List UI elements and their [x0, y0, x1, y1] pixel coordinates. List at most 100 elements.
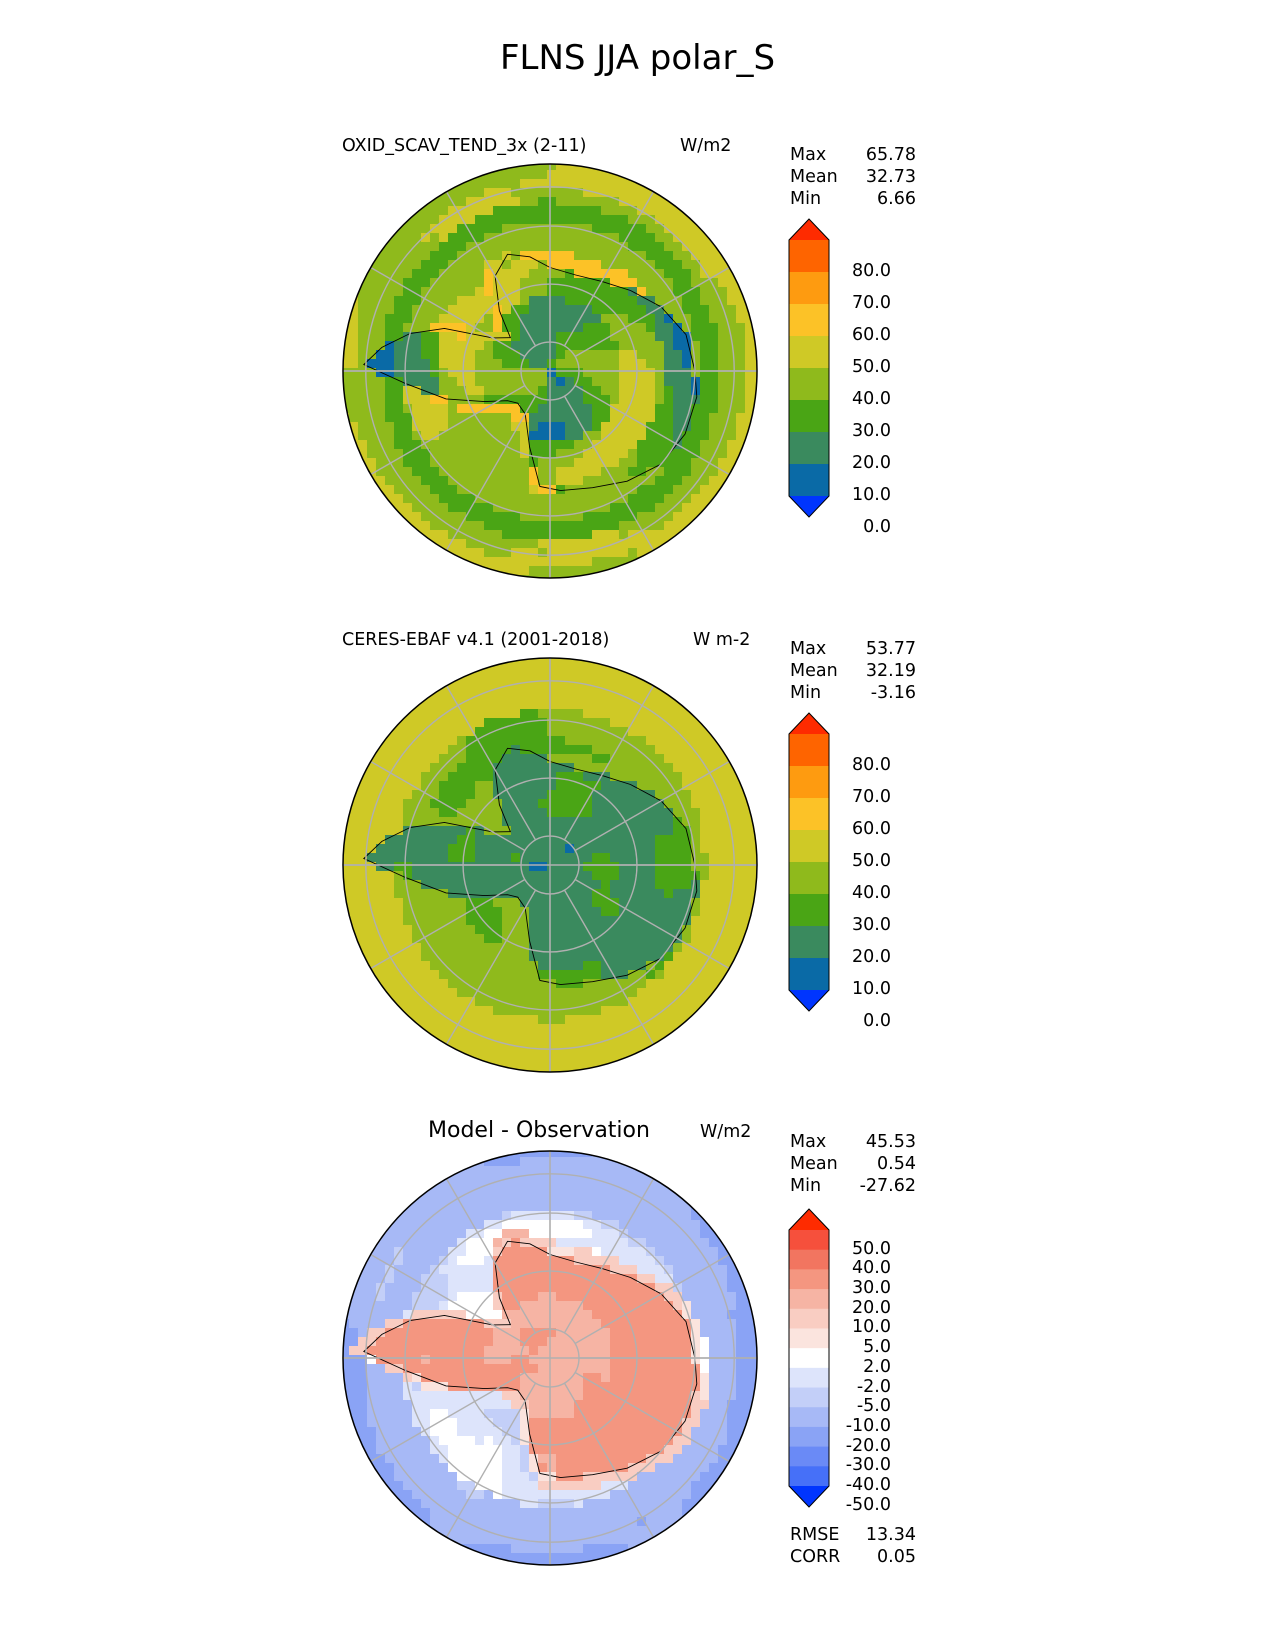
map-cell	[610, 1024, 620, 1034]
map-cell	[565, 844, 575, 854]
map-cell	[538, 1355, 548, 1365]
map-cell	[574, 691, 584, 701]
map-cell	[484, 1238, 494, 1248]
map-cell	[448, 727, 458, 737]
map-cell	[601, 1175, 611, 1185]
map-cell	[376, 1238, 386, 1248]
map-cell	[520, 539, 530, 549]
map-cell	[367, 1301, 377, 1311]
map-cell	[493, 1220, 503, 1230]
map-cell	[619, 934, 629, 944]
map-cell	[385, 1006, 395, 1016]
map-cell	[682, 880, 692, 890]
map-cell	[727, 278, 737, 288]
map-cell	[646, 1175, 656, 1185]
map-cell	[475, 772, 485, 782]
map-cell	[682, 1211, 692, 1221]
map-cell	[610, 781, 620, 791]
map-cell	[343, 853, 350, 863]
map-cell	[430, 898, 440, 908]
map-cell	[439, 1328, 449, 1338]
map-cell	[745, 440, 755, 450]
map-cell	[367, 305, 377, 315]
map-cell	[601, 332, 611, 342]
map-cell	[349, 278, 359, 288]
map-cell	[466, 1211, 476, 1221]
map-cell	[529, 575, 539, 578]
map-cell	[529, 476, 539, 486]
map-cell	[700, 422, 710, 432]
map-cell	[502, 799, 512, 809]
map-cell	[511, 179, 521, 189]
map-cell	[601, 1292, 611, 1302]
map-cell	[457, 1256, 467, 1266]
map-cell	[538, 862, 548, 872]
map-cell	[349, 808, 359, 818]
map-cell	[412, 1373, 422, 1383]
map-cell	[646, 790, 656, 800]
map-cell	[556, 799, 566, 809]
map-cell	[700, 431, 710, 441]
map-cell	[637, 224, 647, 234]
map-cell	[718, 1319, 728, 1329]
map-cell	[376, 1391, 386, 1401]
map-cell	[349, 341, 359, 351]
map-cell	[592, 242, 602, 252]
map-cell	[610, 826, 620, 836]
meridian-line	[563, 685, 655, 841]
map-cell	[628, 548, 638, 558]
map-cell	[574, 440, 584, 450]
map-cell	[475, 736, 485, 746]
map-cell	[439, 961, 449, 971]
map-cell	[394, 296, 404, 306]
map-cell	[466, 179, 476, 189]
map-cell	[343, 1418, 350, 1428]
map-cell	[673, 790, 683, 800]
map-cell	[421, 323, 431, 333]
map-cell	[556, 164, 566, 171]
map-cell	[520, 1256, 530, 1266]
map-cell	[718, 844, 728, 854]
map-cell	[394, 251, 404, 261]
map-cell	[502, 952, 512, 962]
map-cell	[655, 179, 665, 189]
map-cell	[619, 1033, 629, 1043]
map-cell	[556, 691, 566, 701]
map-cell	[484, 530, 494, 540]
map-cell	[709, 754, 719, 764]
map-cell	[745, 898, 755, 908]
map-cell	[493, 1033, 503, 1043]
map-cell	[664, 898, 674, 908]
map-cell	[610, 745, 620, 755]
map-cell	[736, 1319, 746, 1329]
map-cell	[439, 1418, 449, 1428]
map-cell	[565, 521, 575, 531]
map-cell	[754, 898, 757, 908]
map-cell	[565, 1373, 575, 1383]
colorbar-tick-label: 50.0	[852, 851, 891, 871]
map-cell	[484, 1193, 494, 1203]
map-cell	[529, 934, 539, 944]
map-cell	[493, 224, 503, 234]
map-cell	[385, 1256, 395, 1266]
map-cell	[511, 1418, 521, 1428]
map-cell	[628, 907, 638, 917]
map-cell	[538, 889, 548, 899]
map-cell	[637, 1024, 647, 1034]
map-cell	[664, 835, 674, 845]
map-cell	[718, 1373, 728, 1383]
map-cell	[655, 1319, 665, 1329]
map-cell	[718, 988, 728, 998]
map-cell	[367, 431, 377, 441]
map-cell	[691, 521, 701, 531]
colorbar-outline	[788, 712, 830, 1012]
map-cell	[574, 889, 584, 899]
map-cell	[493, 350, 503, 360]
map-cell	[412, 691, 422, 701]
map-cell	[529, 871, 539, 881]
map-cell	[493, 835, 503, 845]
map-cell	[367, 835, 377, 845]
map-cell	[673, 512, 683, 522]
map-cell	[610, 844, 620, 854]
map-cell	[439, 224, 449, 234]
